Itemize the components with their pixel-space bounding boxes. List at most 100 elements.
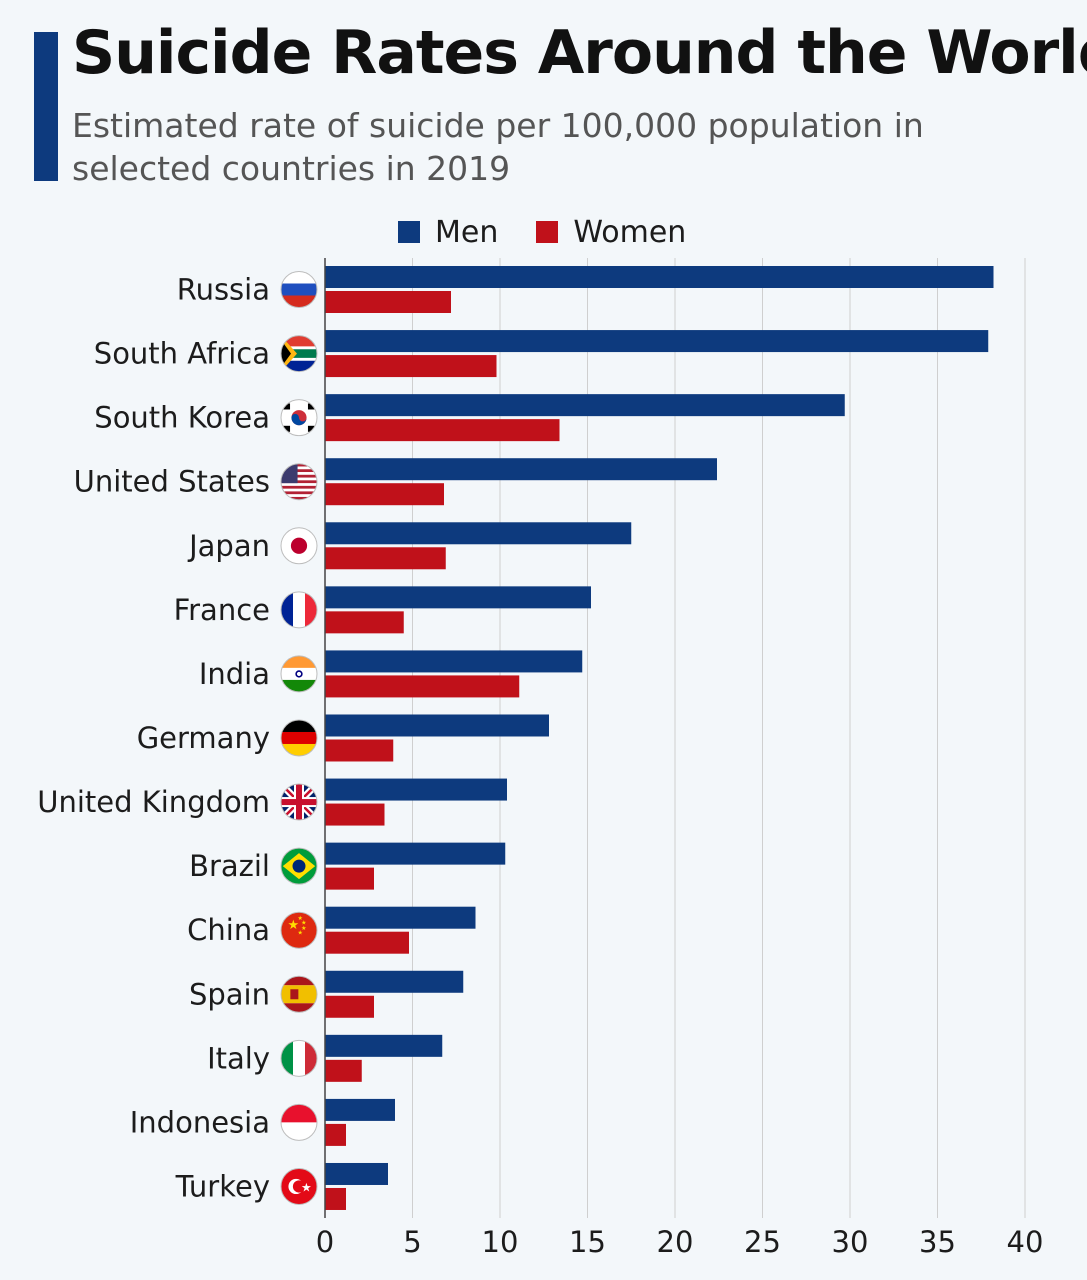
x-tick-label: 20: [657, 1225, 694, 1259]
flag-part: [290, 989, 299, 1000]
category-label: South Korea: [94, 401, 270, 435]
bar-women: [325, 291, 451, 313]
flag-border: [280, 399, 318, 437]
bar-men: [325, 586, 591, 609]
bar-men: [325, 650, 583, 673]
flag-part: [282, 403, 291, 410]
flag-part: [281, 719, 317, 732]
bar-women: [325, 675, 520, 698]
x-tick-label: 35: [919, 1225, 956, 1259]
spain-flag-icon: [281, 976, 317, 1013]
bar-women: [325, 1059, 362, 1082]
flag-part: [281, 494, 317, 498]
flag-part: [292, 1180, 306, 1193]
flag-border: [280, 719, 318, 757]
bar-men: [325, 522, 632, 545]
legend-label-women: Women: [573, 214, 687, 250]
flag-part: [281, 469, 317, 473]
x-tick-label: 15: [569, 1225, 606, 1259]
flag-part: [281, 743, 317, 756]
bar-women: [325, 419, 560, 442]
flag-part: [281, 295, 317, 308]
flag-part: [281, 283, 317, 296]
x-tick-label: 10: [482, 1225, 519, 1259]
bar-women: [325, 547, 446, 570]
india-flag-icon: [281, 655, 317, 692]
france-flag-icon: [281, 591, 317, 628]
brazil-flag-icon: [281, 848, 317, 885]
category-label: United States: [74, 465, 270, 499]
category-label: Indonesia: [130, 1105, 270, 1139]
flag-part: [295, 670, 303, 678]
japan-flag-icon: [281, 527, 317, 564]
category-label: Turkey: [175, 1169, 270, 1203]
bar-men: [325, 1162, 388, 1185]
bar-men: [325, 842, 506, 865]
bar-women: [325, 995, 374, 1018]
flag-part: [281, 1003, 317, 1013]
flag-part: [305, 591, 317, 628]
china-flag-icon: ★★★★★: [281, 912, 317, 949]
x-tick-label: 30: [832, 1225, 869, 1259]
flag-part: [281, 480, 317, 484]
category-label: Japan: [187, 529, 270, 563]
bar-women: [325, 483, 444, 506]
x-tick-label: 25: [744, 1225, 781, 1259]
bar-men: [325, 778, 507, 801]
title-accent-bar: [34, 32, 58, 181]
category-label: Spain: [189, 977, 270, 1011]
flag-star: ★: [301, 1180, 312, 1194]
flag-part: [281, 912, 317, 949]
bar-men: [325, 1098, 395, 1121]
south-africa-flag-icon: [281, 335, 317, 372]
flag-part: [281, 985, 317, 1004]
category-label: Germany: [137, 721, 270, 755]
legend: Men Women: [398, 212, 724, 252]
bar-men: [325, 714, 549, 737]
flag-part: [290, 537, 308, 554]
flag-part: [293, 1040, 305, 1077]
flag-part: [281, 463, 317, 467]
italy-flag-icon: [281, 1040, 317, 1077]
flag-border: [280, 527, 318, 565]
category-label: Brazil: [189, 849, 270, 883]
flag-part: [281, 477, 317, 481]
category-label: Russia: [177, 273, 270, 307]
bar-women: [325, 867, 374, 890]
flag-star: ★: [298, 930, 303, 937]
bar-men: [325, 394, 845, 417]
category-label: China: [187, 913, 270, 947]
category-label: France: [174, 593, 270, 627]
flag-part: [281, 472, 317, 476]
flag-star: ★: [301, 925, 306, 932]
flag-part: [307, 425, 316, 432]
flag-part: [305, 1040, 317, 1077]
flag-border: [280, 1103, 318, 1141]
flag-part: [281, 667, 317, 680]
flag-border: [280, 271, 318, 308]
russia-flag-icon: [281, 271, 317, 308]
flag-part: [281, 799, 317, 806]
category-label: South Africa: [94, 337, 270, 371]
flag-part: [281, 488, 317, 492]
legend-label-men: Men: [435, 214, 499, 250]
x-tick-label: 5: [403, 1225, 421, 1259]
flag-border: [280, 335, 318, 373]
flag-part: [292, 859, 306, 873]
flag-part: [291, 413, 307, 426]
bar-men: [325, 906, 476, 929]
turkey-flag-icon: ★: [281, 1168, 317, 1205]
x-tick-label: 40: [1007, 1225, 1044, 1259]
flag-part: [281, 1122, 317, 1141]
flag-border: [280, 847, 318, 885]
flag-part: [281, 1040, 293, 1077]
flag-part: [281, 679, 317, 692]
category-label: India: [199, 657, 270, 691]
legend-swatch-men: [398, 221, 420, 243]
flag-part: [281, 483, 317, 487]
flag-star: ★: [287, 918, 299, 933]
flag-part: [281, 491, 317, 495]
flag-border: [280, 655, 318, 693]
legend-swatch-women: [536, 221, 559, 243]
